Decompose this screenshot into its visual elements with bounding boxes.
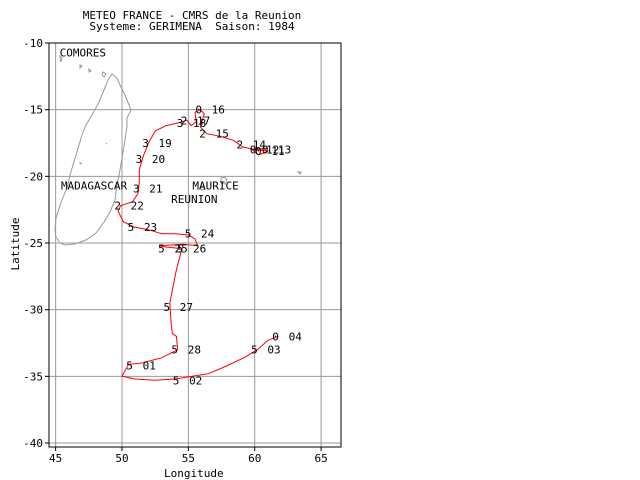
islets <box>78 142 108 166</box>
fix-date: 17 <box>197 114 210 127</box>
fix-intensity: 3 <box>142 137 149 150</box>
fix-date: 14 <box>253 138 267 151</box>
place-label: REUNION <box>171 193 217 206</box>
fix-intensity: 0 <box>262 144 269 157</box>
y-tick-label: -25 <box>23 237 43 250</box>
fix-date: 21 <box>149 182 162 195</box>
y-tick-label: -30 <box>23 304 43 317</box>
axis-ticks: 45 50 55 60 65-10-15-20-25-30-35-40 <box>23 37 328 465</box>
fix-date: 02 <box>189 374 202 387</box>
x-tick-label: 50 <box>115 452 128 465</box>
fix-date: 28 <box>188 344 201 357</box>
x-tick-label: 60 <box>248 452 261 465</box>
fix-intensity: 2 <box>181 114 188 127</box>
fix-intensity: 5 <box>126 360 133 373</box>
mauritius-island <box>220 176 228 185</box>
fix-intensity: 0 <box>250 144 257 157</box>
x-tick-label: 55 <box>182 452 195 465</box>
fix-intensity: 5 <box>177 242 184 255</box>
track-line <box>117 109 279 381</box>
fix-intensity: 0 <box>195 104 202 117</box>
fix-date: 20 <box>152 153 165 166</box>
fix-intensity: 3 <box>133 182 140 195</box>
fix-date: 13 <box>278 144 291 157</box>
place-label: MAURICE <box>192 180 238 193</box>
map-subtitle: Systeme: GERIMENA Saison: 1984 <box>89 20 295 33</box>
fix-date: 11 <box>271 145 284 158</box>
place-label: COMORES <box>60 46 106 59</box>
fix-date: 01 <box>143 360 156 373</box>
place-label: MADAGASCAR <box>61 180 128 193</box>
fix-date: 26 <box>193 242 206 255</box>
rodrigues-island <box>296 171 302 175</box>
fix-date: 03 <box>267 344 280 357</box>
reunion-island <box>199 185 206 191</box>
fix-intensity: 5 <box>158 242 165 255</box>
fix-date: 25 <box>174 242 187 255</box>
y-tick-label: -20 <box>23 170 43 183</box>
y-tick-label: -10 <box>23 37 43 50</box>
fix-date: 15 <box>216 128 229 141</box>
fix-date: 04 <box>289 330 303 343</box>
fix-intensity: 3 <box>177 117 184 130</box>
storm-track <box>117 109 279 381</box>
fix-date: 19 <box>159 137 172 150</box>
y-tick-label: -15 <box>23 104 43 117</box>
grid <box>49 42 341 447</box>
fix-intensity: 5 <box>173 374 180 387</box>
fix-date: 27 <box>180 301 193 314</box>
y-axis-label: Latitude <box>9 217 22 271</box>
fix-intensity: 5 <box>128 221 135 234</box>
x-tick-label: 65 <box>314 452 327 465</box>
map-title: METEO FRANCE - CMRS de la Reunion <box>82 9 302 22</box>
plot-border <box>48 42 342 448</box>
track-fix-labels: 0 045 035 025 015 285 275 265 255 245 232 223 213 203… <box>114 104 302 388</box>
fix-intensity: 2 <box>236 138 243 151</box>
fix-intensity: 5 <box>185 228 192 241</box>
fix-date: 18 <box>193 117 206 130</box>
fix-intensity: 5 <box>251 344 258 357</box>
comores-islands <box>59 54 107 78</box>
fix-intensity: 3 <box>136 153 143 166</box>
y-tick-label: -35 <box>23 370 43 383</box>
plot-frame <box>48 42 342 448</box>
fix-date: 12 <box>266 144 279 157</box>
x-axis-label: Longitude <box>164 467 224 480</box>
fix-intensity: 5 <box>171 344 178 357</box>
fix-intensity: 0 <box>255 145 262 158</box>
coastlines <box>54 54 302 246</box>
fix-intensity: 2 <box>114 200 121 213</box>
fix-intensity: 2 <box>199 128 206 141</box>
fix-date: 23 <box>144 221 157 234</box>
fix-intensity: 0 <box>272 330 279 343</box>
x-tick-label: 45 <box>49 452 62 465</box>
fix-date: 24 <box>201 228 215 241</box>
fix-date: 22 <box>131 200 144 213</box>
y-tick-label: -40 <box>23 437 43 450</box>
fix-intensity: 5 <box>163 301 170 314</box>
madagascar-coast <box>54 73 132 246</box>
fix-date: 16 <box>212 104 225 117</box>
